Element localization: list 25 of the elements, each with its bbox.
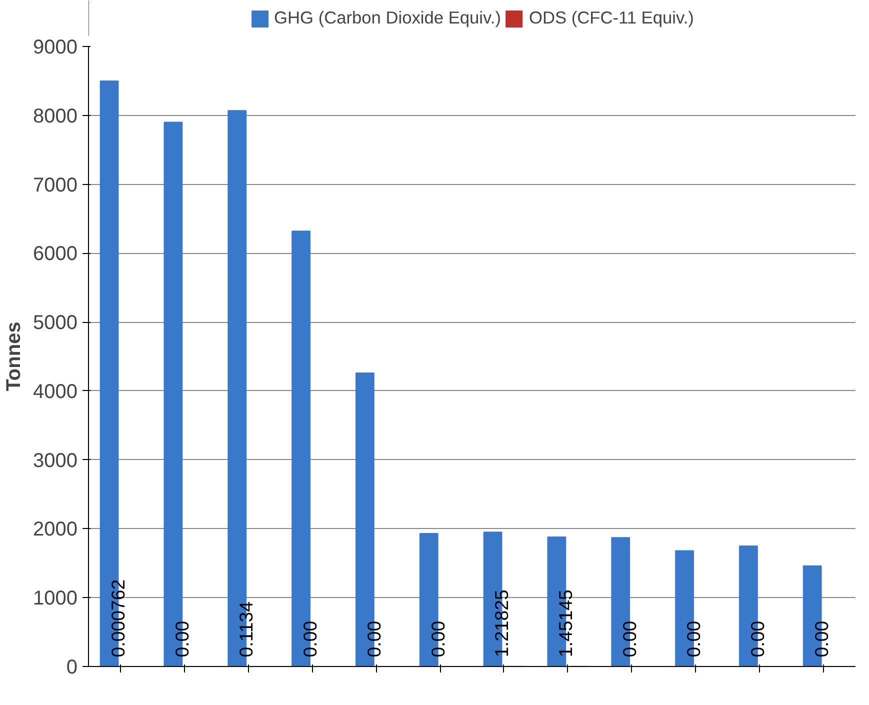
- y-tick-label: 0: [66, 656, 78, 678]
- y-tick-label: 9000: [33, 36, 78, 58]
- data-label: 0.00: [172, 620, 193, 658]
- data-label: 0.00: [363, 620, 384, 658]
- y-tick-label: 2000: [33, 518, 78, 541]
- y-tick-label: 3000: [33, 450, 78, 472]
- data-label: 0.00: [682, 620, 704, 658]
- y-axis-title: Tonnes: [3, 322, 26, 392]
- data-label: 0.1134: [236, 602, 257, 658]
- data-label: 0.00: [619, 620, 640, 658]
- legend-label: GHG (Carbon Dioxide Equiv.): [274, 8, 501, 28]
- y-tick-label: 8000: [33, 105, 78, 128]
- data-label: 1.45145: [555, 590, 576, 658]
- data-label: 0.00: [427, 620, 448, 658]
- data-label: 0.00: [299, 620, 320, 658]
- y-tick-label: 4000: [33, 380, 78, 403]
- y-tick-label: 1000: [33, 588, 78, 610]
- data-label: 1.21825: [491, 590, 512, 658]
- data-label: 0.00: [810, 620, 832, 658]
- legend-label: ODS (CFC-11 Equiv.): [528, 8, 694, 28]
- data-label: 0.000762: [108, 579, 129, 658]
- y-tick-label: 6000: [33, 243, 78, 266]
- y-tick-label: 5000: [33, 312, 78, 334]
- data-label: 0.00: [746, 620, 768, 658]
- y-tick-label: 7000: [33, 174, 78, 196]
